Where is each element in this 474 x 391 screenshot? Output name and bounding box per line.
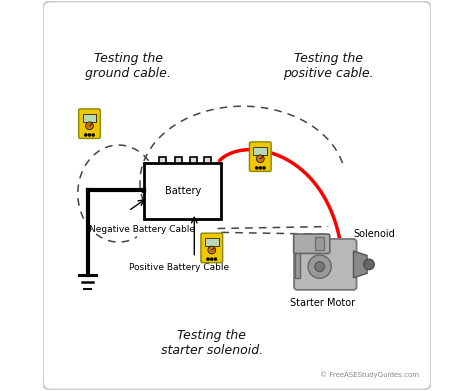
Circle shape	[86, 122, 93, 130]
Text: Solenoid: Solenoid	[354, 230, 395, 239]
Bar	[144, 163, 221, 219]
Circle shape	[255, 167, 258, 169]
Circle shape	[308, 255, 331, 278]
FancyBboxPatch shape	[79, 109, 100, 138]
Text: Negative Battery Cable: Negative Battery Cable	[89, 224, 195, 233]
Circle shape	[210, 258, 213, 261]
FancyBboxPatch shape	[201, 233, 223, 263]
Bar	[204, 157, 210, 163]
Text: Battery: Battery	[164, 186, 201, 196]
Circle shape	[315, 262, 325, 272]
Text: Positive Battery Cable: Positive Battery Cable	[129, 264, 229, 273]
Bar	[175, 157, 182, 163]
Circle shape	[88, 133, 91, 136]
Text: Testing the
positive cable.: Testing the positive cable.	[283, 52, 374, 80]
Bar	[159, 157, 166, 163]
FancyBboxPatch shape	[294, 239, 356, 290]
Circle shape	[256, 155, 264, 163]
Bar	[254, 147, 267, 154]
Circle shape	[84, 133, 87, 136]
Text: Testing the
starter solenoid.: Testing the starter solenoid.	[161, 330, 263, 357]
Bar	[82, 114, 96, 122]
Text: © FreeASEStudyGuides.com: © FreeASEStudyGuides.com	[320, 371, 419, 378]
Bar	[315, 237, 324, 250]
FancyBboxPatch shape	[294, 234, 330, 253]
Circle shape	[364, 259, 374, 270]
FancyBboxPatch shape	[43, 2, 431, 389]
Circle shape	[91, 133, 95, 136]
Circle shape	[259, 167, 262, 169]
Polygon shape	[354, 251, 367, 278]
Bar	[191, 157, 197, 163]
Bar	[295, 251, 300, 278]
Circle shape	[208, 246, 216, 254]
Text: Testing the
ground cable.: Testing the ground cable.	[85, 52, 171, 80]
Text: Starter Motor: Starter Motor	[290, 298, 355, 308]
Bar	[205, 239, 219, 246]
Circle shape	[207, 258, 210, 261]
Circle shape	[214, 258, 217, 261]
Circle shape	[263, 167, 265, 169]
FancyBboxPatch shape	[249, 142, 271, 171]
